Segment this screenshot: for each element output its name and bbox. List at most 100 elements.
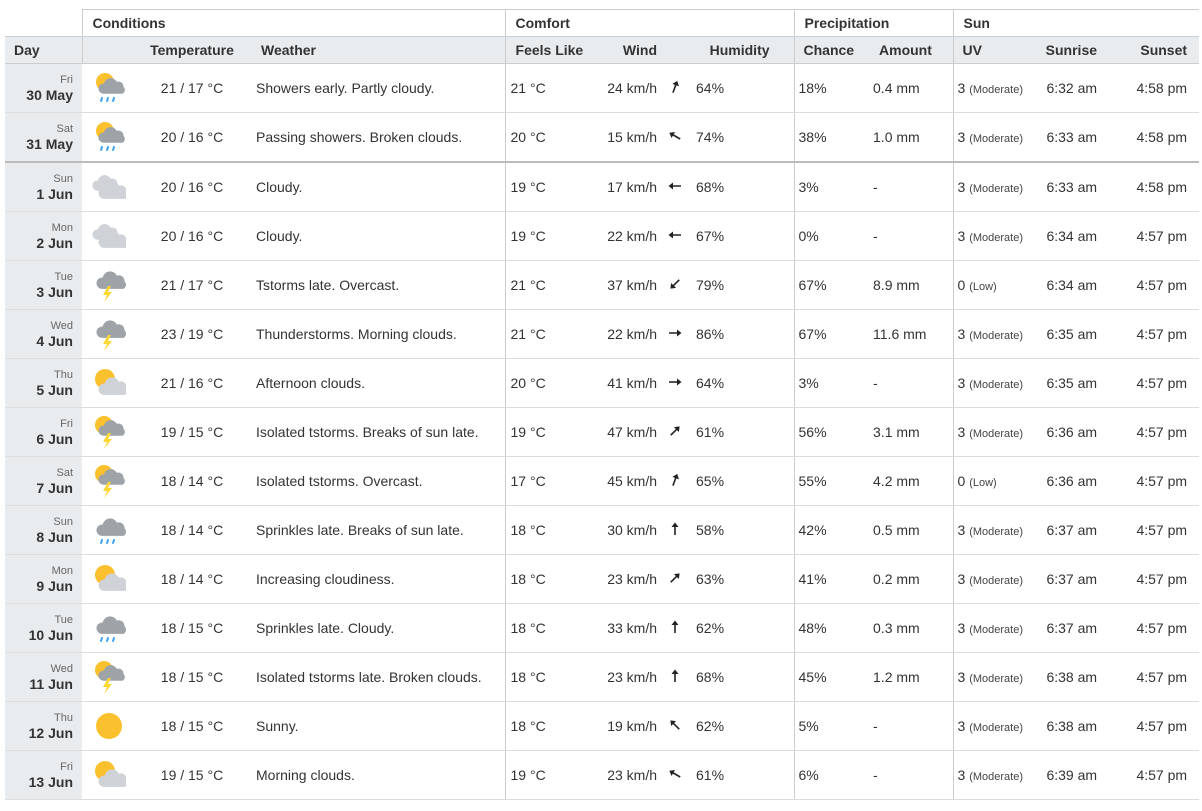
sun-cloud-rain-icon: [96, 122, 125, 151]
weather-icon-cell: [82, 554, 132, 604]
sun-cloud-icon: [95, 761, 126, 787]
wind-direction-cell: [657, 309, 694, 359]
feels-like: 18 °C: [504, 701, 606, 751]
weather-icon-cell: [82, 211, 132, 261]
forecast-row: Wed 11 Jun 18 / 15 °C Isolated tstorms l…: [5, 652, 1200, 702]
weather-icon-cell: [82, 652, 132, 702]
precipitation-amount: 0.4 mm: [871, 63, 954, 113]
weather-icon-cell: [82, 112, 132, 163]
weather-description: Tstorms late. Overcast.: [252, 260, 506, 310]
sunset: 4:57 pm: [1097, 603, 1200, 653]
uv-index: 3: [957, 80, 966, 96]
precipitation-chance: 67%: [793, 260, 872, 310]
humidity: 58%: [693, 505, 795, 555]
forecast-row: Thu 12 Jun 18 / 15 °C Sunny. 18 °C 19 km…: [5, 701, 1200, 751]
uv-index: 3: [957, 179, 966, 195]
day-of-week: Fri: [60, 761, 73, 773]
sunset: 4:57 pm: [1097, 750, 1200, 800]
wind-direction-arrow-icon: [668, 182, 682, 189]
uv-level: (Moderate): [969, 232, 1024, 244]
wind-speed: 19 km/h: [605, 701, 658, 751]
forecast-row: Thu 5 Jun 21 / 16 °C Afternoon clouds. 2…: [5, 358, 1200, 408]
day-cell: Sat 7 Jun: [5, 456, 82, 506]
uv-index: 3: [957, 522, 966, 538]
weather-description: Showers early. Partly cloudy.: [252, 63, 506, 113]
weather-icon-cell: [82, 505, 132, 555]
day-of-week: Wed: [50, 320, 73, 332]
forecast-row: Mon 2 Jun 20 / 16 °C Cloudy. 19 °C 22 km…: [5, 211, 1200, 261]
sun-thunderstorm-icon: [95, 416, 125, 449]
weather-description: Sunny.: [252, 701, 506, 751]
wind-speed: 17 km/h: [605, 162, 658, 212]
precipitation-amount: -: [871, 701, 954, 751]
date: 11 Jun: [29, 676, 73, 692]
sunset: 4:58 pm: [1097, 112, 1200, 163]
wind-speed: 30 km/h: [605, 505, 658, 555]
humidity: 74%: [693, 112, 795, 163]
forecast-row: Mon 9 Jun 18 / 14 °C Increasing cloudine…: [5, 554, 1200, 604]
thunderstorm-icon: [96, 271, 126, 302]
weather-icon-cell: [82, 162, 132, 212]
weather-header: Weather: [252, 36, 506, 64]
sun-group-header: Sun: [952, 9, 1200, 37]
weather-description: Thunderstorms. Morning clouds.: [252, 309, 506, 359]
date: 8 Jun: [36, 529, 73, 545]
weather-description: Morning clouds.: [252, 750, 506, 800]
day-of-week: Fri: [60, 74, 73, 86]
wind-direction-cell: [657, 211, 694, 261]
sun-thunderstorm-icon: [95, 661, 125, 694]
amount-header: Amount: [871, 36, 954, 64]
precipitation-amount: 8.9 mm: [871, 260, 954, 310]
uv-level: (Moderate): [969, 575, 1024, 587]
precipitation-amount: -: [871, 750, 954, 800]
sunrise: 6:32 am: [1039, 63, 1098, 113]
uv-index-cell: 3 (Moderate): [952, 603, 1040, 653]
wind-speed: 23 km/h: [605, 750, 658, 800]
wind-speed: 22 km/h: [605, 309, 658, 359]
uv-index: 0: [957, 473, 966, 489]
wind-direction-cell: [657, 63, 694, 113]
uv-index: 3: [957, 718, 966, 734]
weather-description: Cloudy.: [252, 162, 506, 212]
uv-level: (Moderate): [969, 722, 1024, 734]
precipitation-chance: 48%: [793, 603, 872, 653]
wind-direction-arrow-icon: [670, 278, 680, 289]
day-cell: Fri 6 Jun: [5, 407, 82, 457]
forecast-row: Sun 1 Jun 20 / 16 °C Cloudy. 19 °C 17 km…: [5, 162, 1200, 212]
sunset-header: Sunset: [1097, 36, 1200, 64]
uv-index-cell: 3 (Moderate): [952, 309, 1040, 359]
uv-index-cell: 3 (Moderate): [952, 358, 1040, 408]
weather-icon-cell: [82, 407, 132, 457]
day-of-week: Mon: [51, 565, 73, 577]
wind-direction-arrow-icon: [669, 378, 682, 385]
wind-direction-cell: [657, 701, 694, 751]
uv-index-cell: 3 (Moderate): [952, 505, 1040, 555]
temperature: 19 / 15 °C: [132, 750, 252, 800]
temperature: 18 / 14 °C: [132, 456, 252, 506]
sunset: 4:57 pm: [1097, 554, 1200, 604]
day-cell: Fri 13 Jun: [5, 750, 82, 800]
humidity: 61%: [693, 750, 795, 800]
sun-thunderstorm-icon: [95, 465, 125, 498]
day-cell: Tue 10 Jun: [5, 603, 82, 653]
sunset: 4:57 pm: [1097, 652, 1200, 702]
humidity: 62%: [693, 701, 795, 751]
feels-like: 19 °C: [504, 162, 606, 212]
precipitation-chance: 67%: [793, 309, 872, 359]
uv-level: (Moderate): [969, 624, 1024, 636]
wind-speed: 23 km/h: [605, 652, 658, 702]
wind-speed: 22 km/h: [605, 211, 658, 261]
uv-level: (Low): [969, 281, 997, 293]
date: 31 May: [26, 136, 73, 152]
date: 30 May: [26, 87, 73, 103]
feels-like-header: Feels Like: [504, 36, 606, 64]
uv-level: (Moderate): [969, 84, 1024, 96]
day-cell: Wed 11 Jun: [5, 652, 82, 702]
uv-index-cell: 3 (Moderate): [952, 63, 1040, 113]
humidity: 79%: [693, 260, 795, 310]
weather-description: Isolated tstorms. Overcast.: [252, 456, 506, 506]
feels-like: 17 °C: [504, 456, 606, 506]
weather-description: Isolated tstorms late. Broken clouds.: [252, 652, 506, 702]
feels-like: 19 °C: [504, 407, 606, 457]
weather-description: Isolated tstorms. Breaks of sun late.: [252, 407, 506, 457]
